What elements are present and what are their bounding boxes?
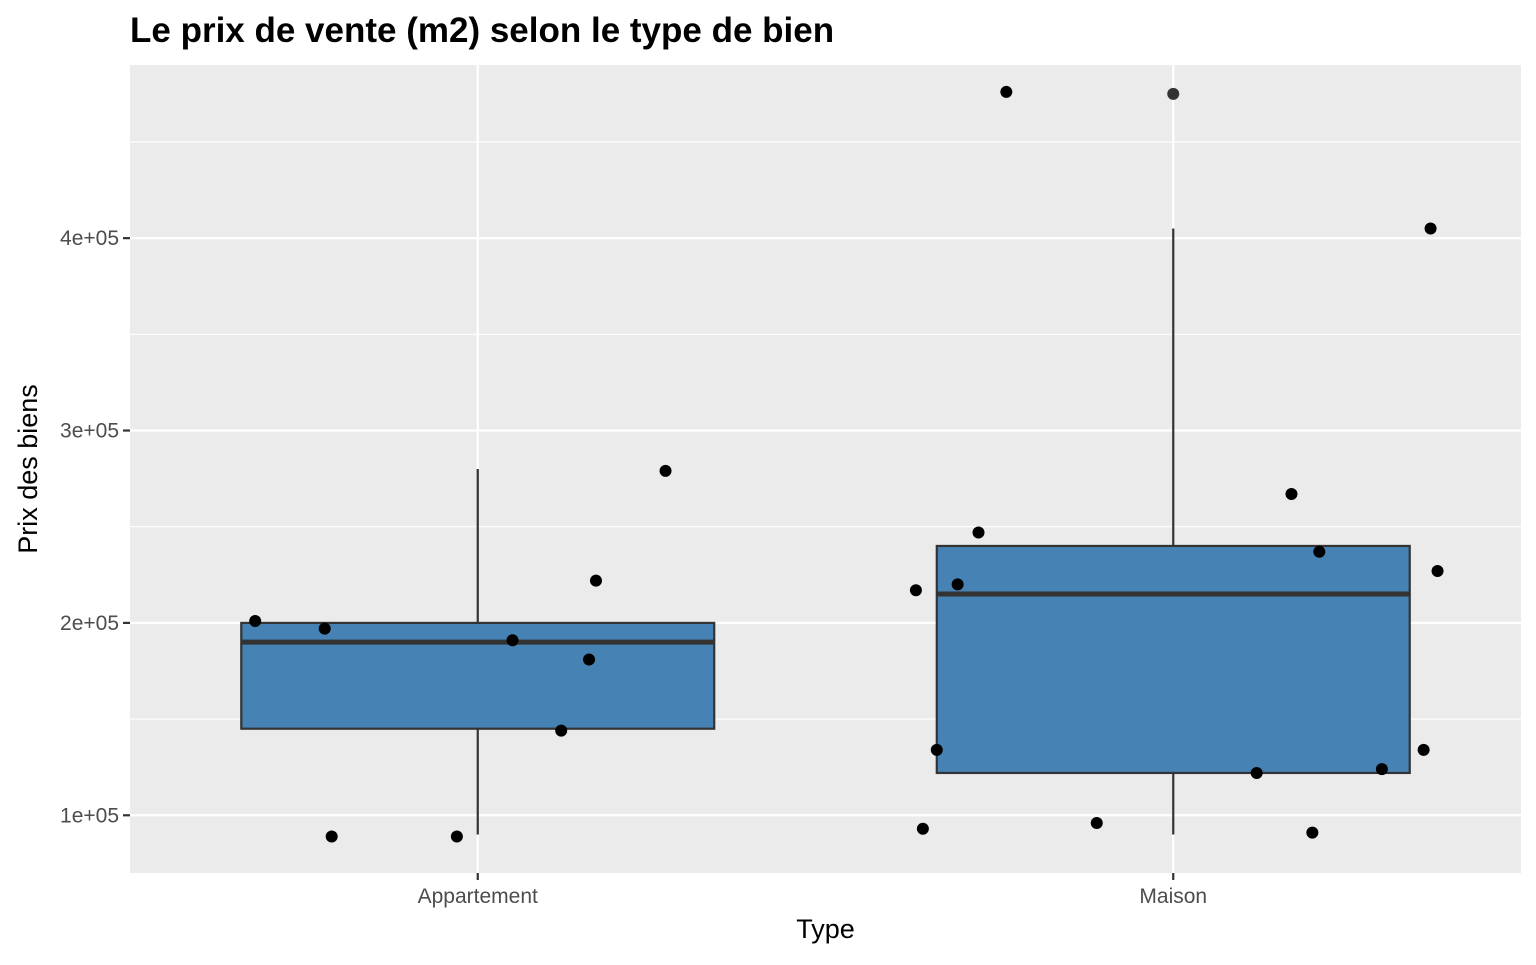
- y-tick-label: 3e+05: [60, 420, 119, 443]
- data-point: [1375, 763, 1388, 776]
- y-tick-label: 2e+05: [60, 612, 119, 635]
- data-point: [1090, 816, 1103, 829]
- x-tick-label: Appartement: [418, 885, 538, 908]
- data-point: [951, 578, 964, 591]
- data-point: [659, 464, 672, 477]
- y-axis: 1e+05 2e+05 3e+05 4e+05: [60, 227, 130, 827]
- data-point: [318, 622, 331, 635]
- data-point: [916, 822, 929, 835]
- x-axis-title: Type: [796, 914, 855, 944]
- data-point: [1285, 488, 1298, 501]
- chart-title: Le prix de vente (m2) selon le type de b…: [130, 11, 834, 50]
- x-axis: Appartement Maison: [418, 873, 1207, 908]
- data-point: [1424, 222, 1437, 235]
- points-layer: [249, 85, 1444, 843]
- box-appartement: [240, 469, 716, 835]
- box-iqr: [935, 544, 1411, 775]
- data-point: [1000, 85, 1013, 98]
- x-tick-label: Maison: [1139, 885, 1207, 908]
- y-axis-title: Prix des biens: [13, 384, 43, 554]
- boxes-layer: [240, 87, 1411, 835]
- data-point: [1313, 545, 1326, 558]
- data-point: [450, 830, 463, 843]
- data-point: [325, 830, 338, 843]
- data-point: [1431, 564, 1444, 577]
- data-point: [589, 574, 602, 587]
- box-iqr: [240, 621, 716, 730]
- data-point: [930, 743, 943, 756]
- y-tick-label: 1e+05: [60, 804, 119, 827]
- data-point: [506, 634, 519, 647]
- data-point: [1306, 826, 1319, 839]
- box-maison: [935, 87, 1411, 835]
- y-tick-label: 4e+05: [60, 227, 119, 250]
- data-point: [555, 724, 568, 737]
- data-point: [1417, 743, 1430, 756]
- data-point: [1250, 766, 1263, 779]
- data-point: [583, 653, 596, 666]
- outlier-point: [1167, 87, 1180, 100]
- data-point: [249, 614, 262, 627]
- data-point: [972, 526, 985, 539]
- data-point: [909, 584, 922, 597]
